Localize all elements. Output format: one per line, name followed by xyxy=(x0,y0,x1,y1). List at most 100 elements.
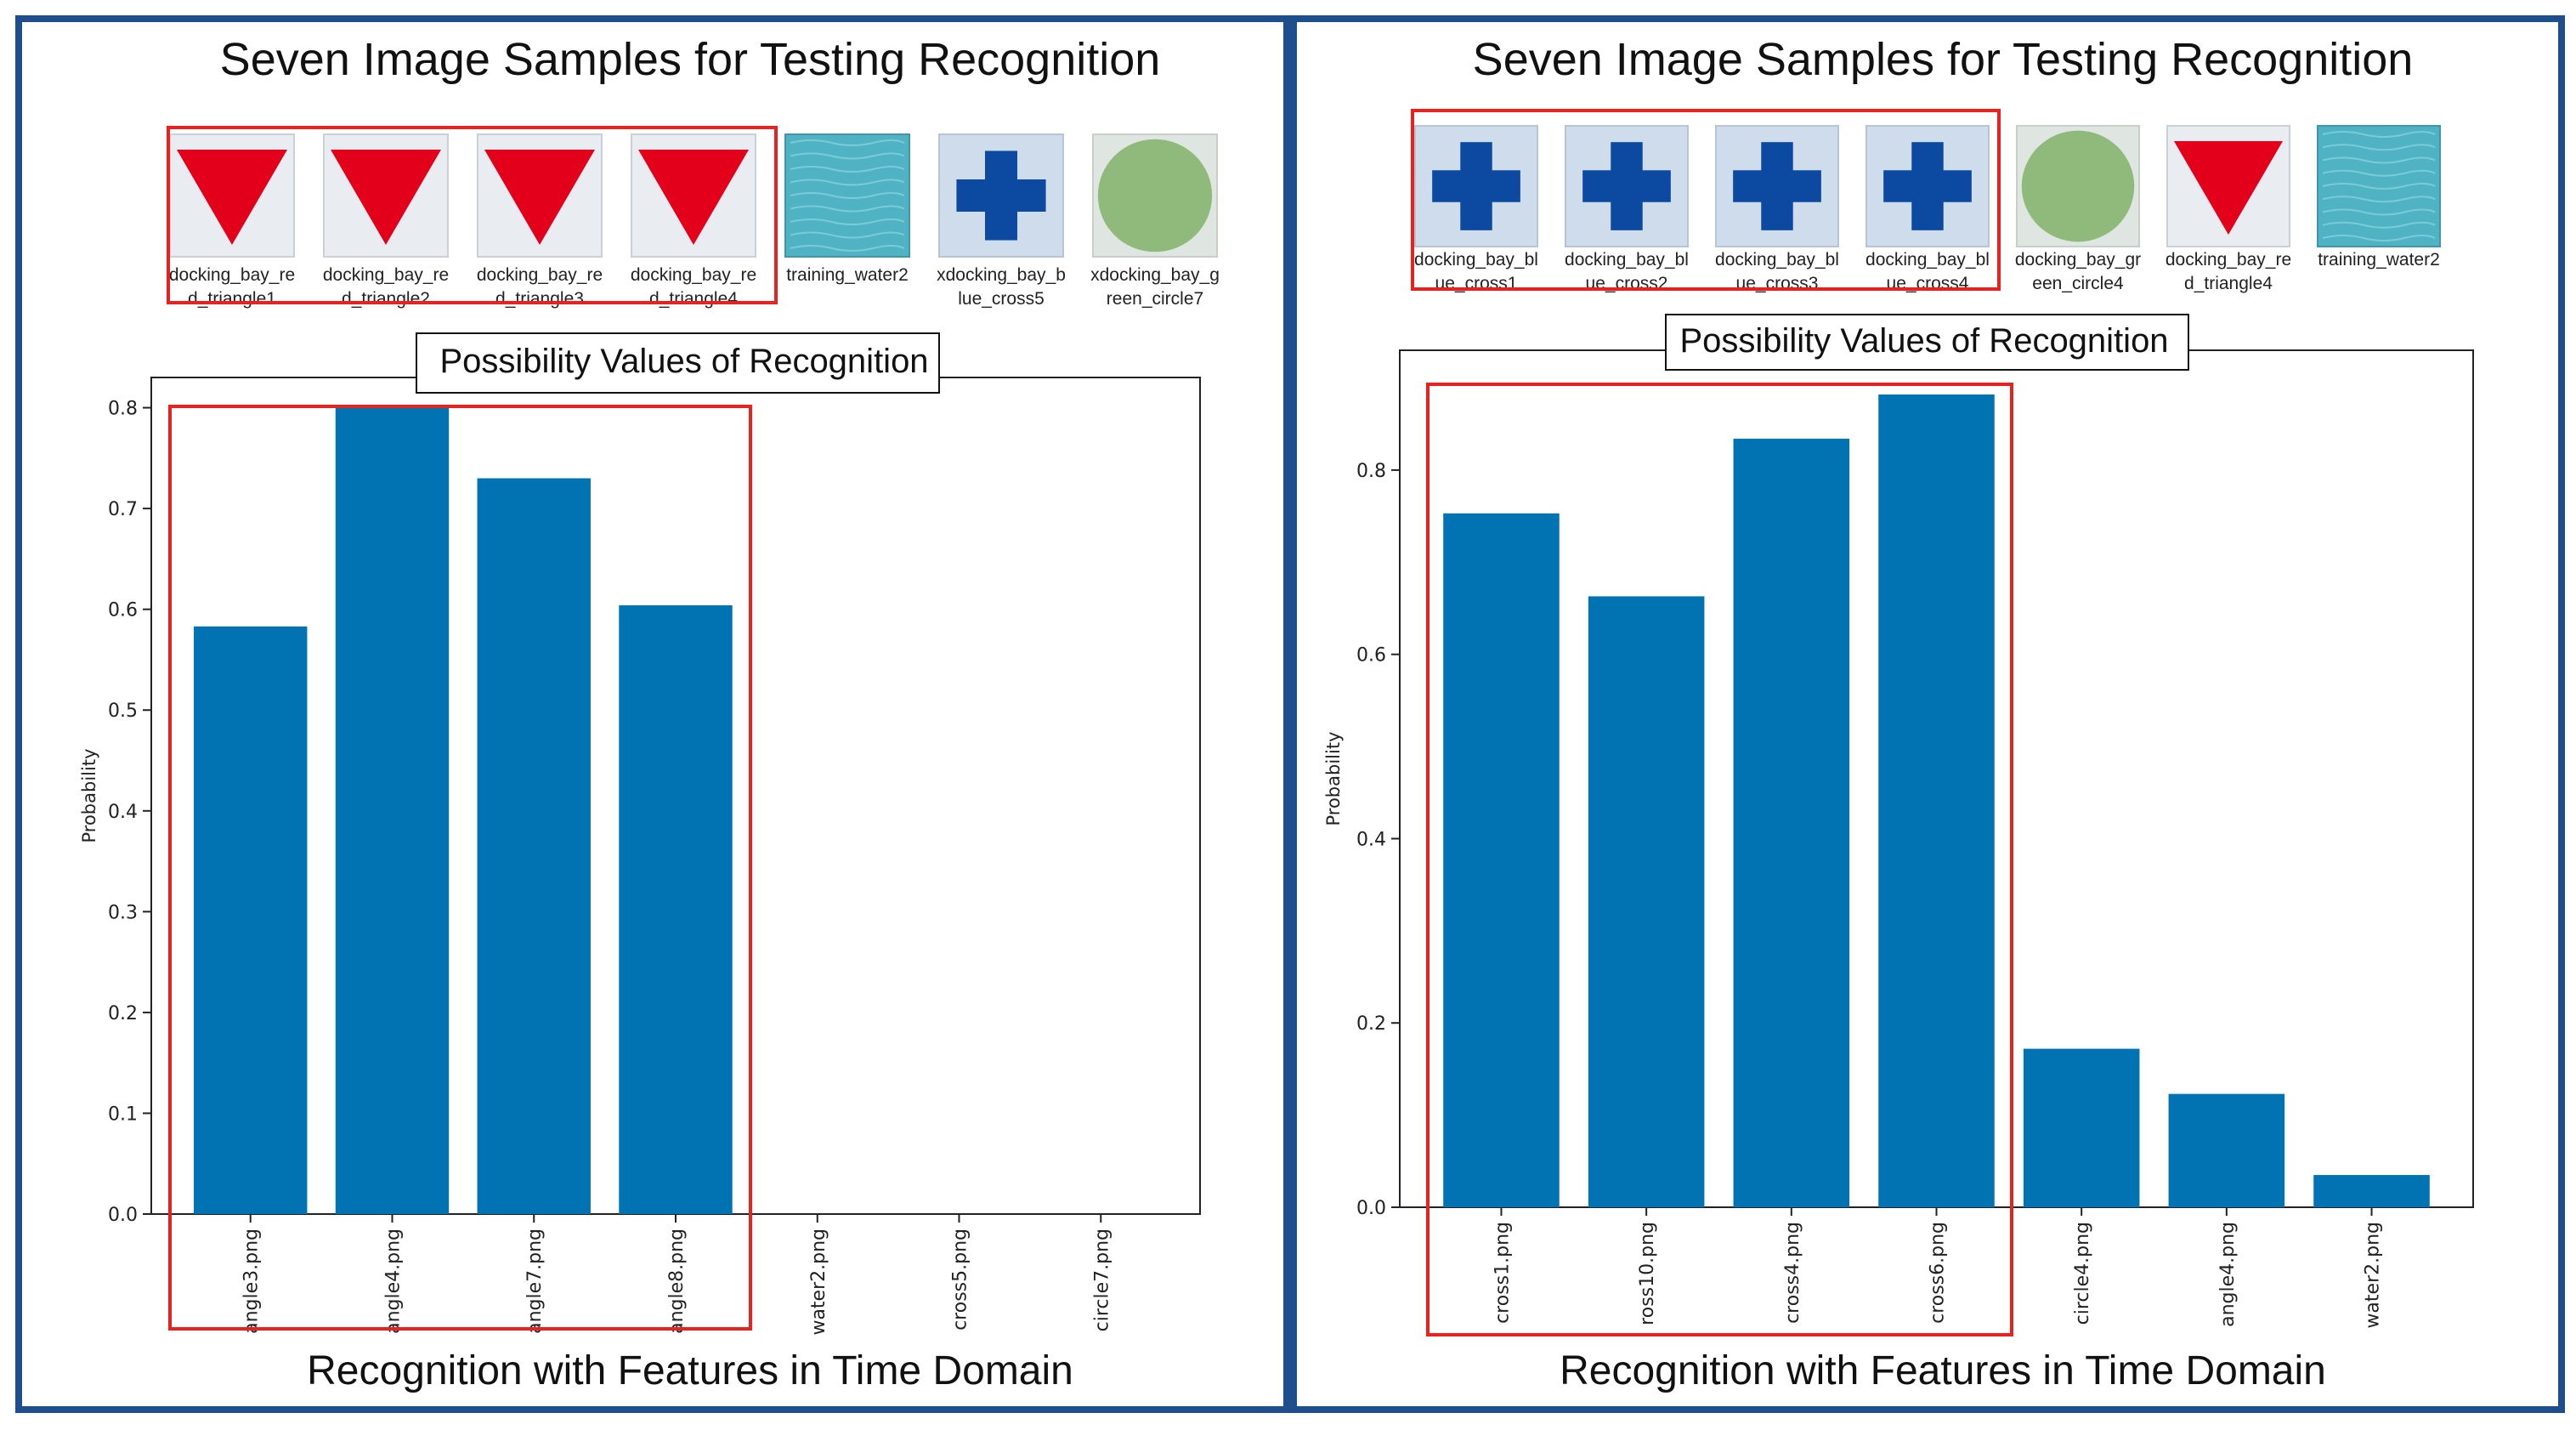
bar xyxy=(1878,394,1995,1207)
water-ripple xyxy=(790,179,905,186)
sample-caption: docking_bay_bl xyxy=(1865,250,1990,270)
bar xyxy=(1443,513,1560,1207)
sample-caption: docking_bay_re xyxy=(169,265,295,285)
right-panel: Seven Image Samples for Testing Recognit… xyxy=(1290,15,2565,1413)
sample-caption: xdocking_bay_g xyxy=(1090,265,1220,285)
sample-caption: d_triangle4 xyxy=(2184,274,2273,293)
sample-caption: lue_cross5 xyxy=(958,289,1045,309)
green-circle-icon xyxy=(1092,133,1218,258)
blue-cross-icon xyxy=(1715,125,1839,247)
water-ripple xyxy=(2322,183,2436,190)
water-texture xyxy=(2317,125,2441,247)
cross-vertical xyxy=(1911,142,1944,230)
cross-vertical xyxy=(1761,142,1793,230)
samples-highlight-box xyxy=(1411,109,2001,291)
water-ripple xyxy=(790,205,905,213)
x-tick-label: angle4.png xyxy=(2217,1222,2239,1327)
bar xyxy=(335,407,450,1214)
sample-caption: een_circle4 xyxy=(2032,274,2124,293)
red-triangle-icon xyxy=(631,133,756,258)
bar xyxy=(2313,1175,2430,1207)
x-tick-label: angle3.png xyxy=(241,1229,263,1334)
sample-caption: docking_bay_re xyxy=(631,265,756,285)
circle-shape xyxy=(1097,139,1213,253)
triangle-shape xyxy=(2174,141,2283,235)
cross-vertical xyxy=(1611,142,1643,230)
panel-heading: Seven Image Samples for Testing Recognit… xyxy=(1473,34,2414,85)
panel-footer: Recognition with Features in Time Domain xyxy=(307,1348,1073,1393)
chart-title-box xyxy=(416,332,940,394)
y-tick-label: 0.6 xyxy=(1356,645,1386,667)
y-tick-label: 0.1 xyxy=(108,1104,138,1125)
sample-caption: docking_bay_bl xyxy=(1715,250,1839,270)
sample-caption: xdocking_bay_b xyxy=(937,265,1066,285)
water-texture-icon xyxy=(784,133,910,258)
x-tick-label: angle7.png xyxy=(524,1229,546,1334)
x-tick-label: angle4.png xyxy=(382,1229,404,1334)
water-ripple xyxy=(2322,156,2436,164)
y-tick-label: 0.0 xyxy=(108,1205,138,1226)
blue-cross-icon xyxy=(1414,125,1538,247)
x-tick-label: circle4.png xyxy=(2072,1222,2093,1325)
red-triangle-icon xyxy=(169,133,295,258)
water-ripple xyxy=(2322,169,2436,177)
sample-caption: docking_bay_re xyxy=(2166,250,2291,270)
water-texture-icon xyxy=(2317,125,2441,247)
sample-caption: docking_bay_re xyxy=(477,265,603,285)
x-tick-label: cross1.png xyxy=(1492,1222,1513,1324)
red-triangle-icon xyxy=(323,133,449,258)
sample-caption: d_triangle3 xyxy=(495,289,584,309)
bars-highlight-box xyxy=(1426,383,2013,1336)
bar xyxy=(2168,1093,2285,1207)
water-ripple xyxy=(2322,131,2436,138)
triangle-shape xyxy=(331,150,441,245)
bar xyxy=(477,478,591,1214)
y-axis-label: Probability xyxy=(1323,731,1344,826)
x-tick-label: water2.png xyxy=(2363,1222,2384,1329)
panel-footer: Recognition with Features in Time Domain xyxy=(1560,1348,2326,1393)
sample-caption: docking_bay_bl xyxy=(1414,250,1538,270)
x-tick-label: water2.png xyxy=(808,1229,829,1336)
red-triangle-icon xyxy=(2166,125,2290,247)
cross-vertical xyxy=(1460,142,1492,230)
water-ripple xyxy=(790,245,905,252)
sample-caption: training_water2 xyxy=(786,265,909,285)
bar xyxy=(1588,596,1705,1207)
water-ripple xyxy=(790,231,905,239)
water-ripple xyxy=(790,166,905,173)
y-tick-label: 0.3 xyxy=(108,902,138,923)
blue-cross-icon xyxy=(938,133,1064,258)
panel-frame xyxy=(15,15,1290,1413)
red-triangle-icon xyxy=(477,133,603,258)
water-ripple xyxy=(790,139,905,146)
panel-frame xyxy=(1290,15,2565,1413)
sample-caption: docking_bay_re xyxy=(323,265,449,285)
y-tick-label: 0.4 xyxy=(108,802,138,823)
triangle-shape xyxy=(484,150,595,245)
sample-caption: reen_circle7 xyxy=(1107,289,1203,309)
x-tick-label: cross6.png xyxy=(1928,1222,1949,1324)
water-ripple xyxy=(790,192,905,199)
chart-title-box xyxy=(1665,314,2189,371)
y-tick-label: 0.8 xyxy=(1356,461,1386,482)
panel-heading: Seven Image Samples for Testing Recognit… xyxy=(220,34,1161,85)
y-tick-label: 0.2 xyxy=(108,1003,138,1024)
bar xyxy=(1733,439,1850,1207)
water-ripple xyxy=(2322,208,2436,216)
blue-cross-icon xyxy=(1565,125,1689,247)
sample-caption: d_triangle2 xyxy=(342,289,430,309)
y-tick-label: 0.5 xyxy=(108,701,138,722)
sample-caption: training_water2 xyxy=(2318,250,2440,270)
x-tick-label: circle7.png xyxy=(1091,1229,1112,1331)
bars-highlight-box xyxy=(168,405,752,1331)
samples-highlight-box xyxy=(167,126,778,304)
y-tick-label: 0.6 xyxy=(108,600,138,621)
bar xyxy=(194,626,308,1214)
sample-caption: d_triangle1 xyxy=(188,289,276,309)
chart-title: Possibility Values of Recognition xyxy=(439,343,928,380)
circle-shape xyxy=(2021,130,2135,242)
y-tick-label: 0.8 xyxy=(108,399,138,420)
sample-caption: d_triangle4 xyxy=(649,289,738,309)
blue-cross-icon xyxy=(1865,125,1990,247)
